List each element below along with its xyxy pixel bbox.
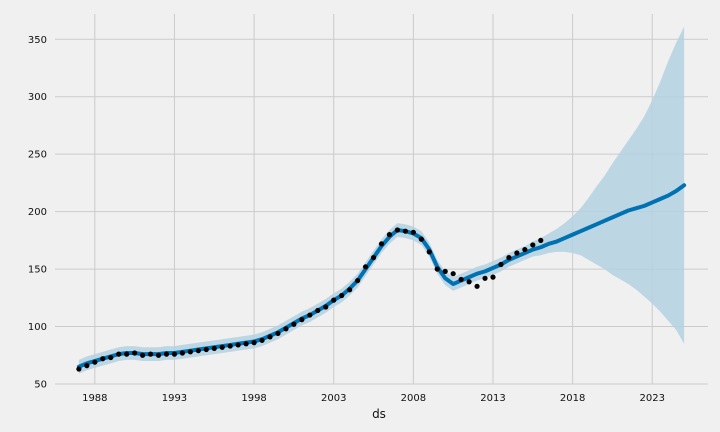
observed-point — [458, 276, 464, 283]
observed-point — [442, 268, 448, 274]
x-tick-label: 1998 — [241, 393, 266, 404]
y-tick-label: 150 — [28, 265, 47, 276]
observed-point — [203, 346, 209, 353]
observed-point — [386, 232, 393, 238]
observed-point — [506, 255, 512, 261]
observed-point — [147, 351, 154, 357]
observed-point — [187, 349, 193, 355]
observed-point — [259, 337, 265, 343]
observed-point — [410, 229, 416, 235]
y-tick-label: 50 — [34, 380, 47, 391]
y-tick-label: 300 — [28, 92, 47, 103]
observed-point — [132, 350, 138, 356]
observed-point — [84, 363, 90, 369]
observed-point — [339, 292, 345, 299]
y-tick-label: 100 — [28, 322, 47, 333]
observed-point — [267, 334, 273, 340]
observed-point — [530, 242, 536, 248]
observed-point — [402, 228, 408, 234]
observed-point — [124, 351, 130, 357]
observed-point — [355, 277, 361, 284]
observed-point — [315, 307, 321, 314]
observed-point — [498, 261, 504, 268]
observed-point — [331, 297, 337, 303]
y-tick-label: 350 — [28, 35, 47, 46]
observed-point — [514, 250, 520, 256]
observed-point — [434, 266, 440, 272]
observed-point — [116, 351, 122, 357]
observed-point — [307, 312, 313, 318]
y-tick-label: 200 — [28, 207, 47, 218]
grid-layer — [55, 14, 708, 385]
observed-point — [538, 237, 544, 243]
observed-point — [522, 246, 528, 253]
observed-points-layer — [76, 227, 544, 372]
observed-point — [418, 236, 424, 242]
observed-point — [283, 326, 289, 332]
observed-point — [251, 340, 257, 346]
observed-point — [108, 354, 114, 361]
observed-point — [482, 275, 488, 281]
x-tick-label: 2018 — [560, 393, 585, 404]
observed-point — [235, 342, 241, 348]
observed-point — [347, 287, 353, 293]
observed-point — [227, 343, 233, 349]
observed-point — [362, 264, 369, 270]
observed-point — [155, 352, 162, 358]
observed-point — [275, 330, 281, 337]
observed-point — [92, 359, 98, 365]
x-tick-label: 2003 — [321, 393, 346, 404]
observed-point — [378, 241, 385, 247]
x-axis-label: ds — [372, 407, 386, 421]
observed-point — [163, 351, 170, 357]
observed-point — [490, 274, 496, 280]
observed-point — [195, 348, 201, 354]
observed-point — [299, 317, 305, 323]
observed-point — [76, 366, 82, 372]
observed-point — [211, 345, 217, 351]
x-tick-label: 1993 — [162, 393, 187, 404]
observed-point — [219, 344, 225, 350]
observed-point — [100, 356, 106, 362]
observed-point — [323, 304, 329, 310]
observed-point — [450, 271, 456, 277]
observed-point — [426, 249, 432, 255]
x-tick-label: 1988 — [82, 393, 107, 404]
observed-point — [171, 351, 178, 357]
observed-point — [140, 352, 146, 358]
observed-point — [179, 350, 186, 356]
x-tick-label: 2023 — [640, 393, 665, 404]
observed-point — [394, 227, 401, 233]
observed-point — [474, 283, 480, 289]
y-tick-label: 250 — [28, 150, 47, 161]
observed-point — [291, 321, 297, 327]
observed-point — [466, 279, 472, 285]
observed-point — [243, 341, 249, 347]
tick-label-layer: 1988 1993 1998 2003 2008 2013 2018 2023 50 100 150… — [28, 35, 665, 404]
x-tick-label: 2008 — [401, 393, 426, 404]
x-tick-label: 2013 — [480, 393, 505, 404]
observed-point — [370, 255, 377, 261]
